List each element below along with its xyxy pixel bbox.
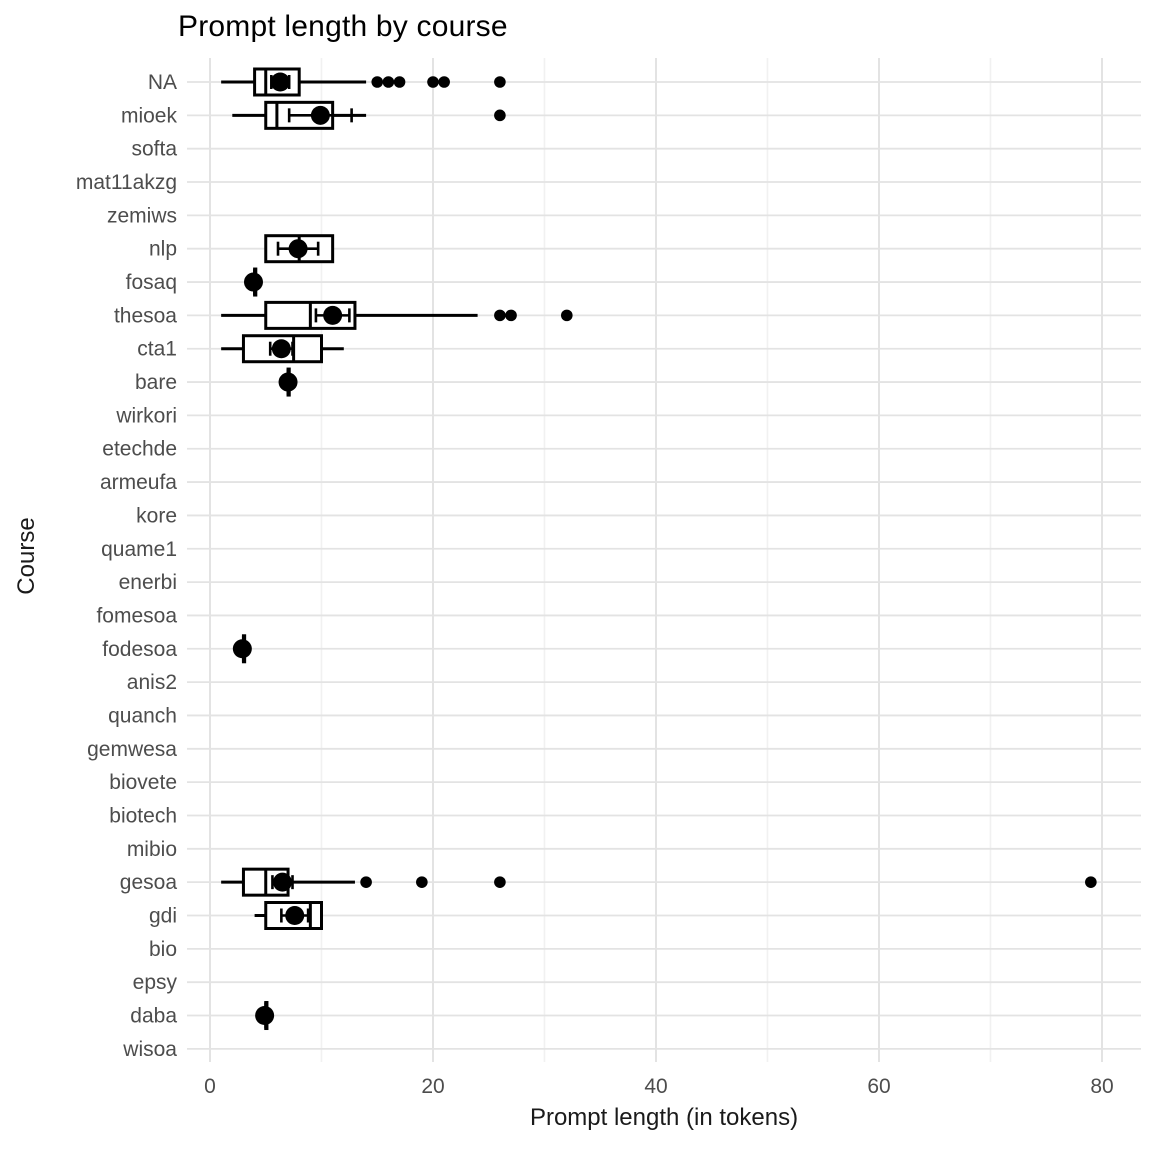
x-axis-title: Prompt length (in tokens) bbox=[529, 1104, 799, 1131]
mean-dot-thesoa bbox=[323, 305, 343, 325]
outlier-dot-NA bbox=[427, 76, 439, 88]
outlier-dot-thesoa bbox=[505, 309, 517, 322]
y-tick-label-etechde: etechde bbox=[102, 438, 177, 461]
y-tick-label-enerbi: enerbi bbox=[119, 571, 177, 594]
mean-dot-mioek bbox=[310, 105, 330, 125]
outlier-dot-mioek bbox=[494, 109, 506, 122]
outlier-dot-gesoa bbox=[494, 876, 506, 888]
y-tick-label-biotech: biotech bbox=[109, 804, 177, 827]
y-tick-label-wisoa: wisoa bbox=[122, 1038, 177, 1061]
y-tick-label-zemiws: zemiws bbox=[107, 204, 177, 227]
x-tick-label-20: 20 bbox=[421, 1075, 444, 1098]
outlier-dot-thesoa bbox=[561, 309, 573, 322]
y-tick-label-bio: bio bbox=[149, 938, 177, 961]
y-tick-label-thesoa: thesoa bbox=[114, 304, 177, 327]
y-axis-title: Course bbox=[13, 517, 40, 595]
outlier-dot-NA bbox=[393, 76, 406, 88]
y-tick-label-quame1: quame1 bbox=[101, 538, 177, 561]
y-tick-label-fosaq: fosaq bbox=[126, 271, 177, 294]
y-tick-label-quanch: quanch bbox=[108, 704, 177, 727]
mean-dot-nlp bbox=[288, 239, 308, 259]
y-tick-label-fodesoa: fodesoa bbox=[102, 638, 177, 661]
outlier-dot-NA bbox=[438, 76, 450, 88]
mean-dot-gesoa bbox=[272, 872, 292, 892]
y-tick-label-gdi: gdi bbox=[149, 905, 177, 928]
y-tick-label-mat11akzg: mat11akzg bbox=[76, 171, 177, 194]
y-tick-label-wirkori: wirkori bbox=[115, 404, 177, 427]
y-tick-label-daba: daba bbox=[130, 1005, 177, 1028]
outlier-dot-NA bbox=[382, 76, 395, 88]
outlier-dot-gesoa bbox=[1085, 876, 1097, 888]
y-tick-label-anis2: anis2 bbox=[127, 671, 177, 694]
y-tick-label-cta1: cta1 bbox=[137, 338, 177, 361]
x-tick-label-80: 80 bbox=[1090, 1075, 1113, 1098]
outlier-dot-thesoa bbox=[494, 309, 506, 322]
mean-dot-gdi bbox=[285, 906, 305, 925]
outlier-dot-NA bbox=[494, 76, 506, 88]
y-tick-label-NA: NA bbox=[148, 71, 177, 94]
outlier-dot-gesoa bbox=[360, 876, 372, 888]
x-tick-label-60: 60 bbox=[867, 1075, 890, 1098]
y-tick-label-softa: softa bbox=[131, 138, 177, 161]
y-tick-label-nlp: nlp bbox=[149, 238, 177, 261]
y-tick-label-mibio: mibio bbox=[127, 838, 177, 861]
y-tick-label-bare: bare bbox=[135, 371, 177, 394]
mean-dot-fodesoa bbox=[232, 639, 252, 659]
y-tick-label-gemwesa: gemwesa bbox=[87, 738, 177, 761]
x-tick-label-40: 40 bbox=[644, 1075, 667, 1098]
outlier-dot-gesoa bbox=[416, 876, 428, 888]
mean-dot-cta1 bbox=[271, 339, 291, 359]
y-tick-label-epsy: epsy bbox=[133, 971, 178, 994]
y-tick-label-fomesoa: fomesoa bbox=[96, 604, 177, 627]
y-tick-label-gesoa: gesoa bbox=[120, 871, 178, 894]
mean-dot-bare bbox=[278, 372, 298, 392]
y-tick-label-kore: kore bbox=[136, 504, 177, 527]
mean-dot-daba bbox=[255, 1006, 275, 1026]
y-tick-label-armeufa: armeufa bbox=[100, 471, 177, 494]
chart-title: Prompt length by course bbox=[178, 10, 508, 43]
y-tick-label-mioek: mioek bbox=[121, 104, 178, 127]
mean-dot-fosaq bbox=[243, 272, 263, 292]
x-tick-label-0: 0 bbox=[204, 1075, 216, 1098]
mean-dot-NA bbox=[270, 72, 290, 92]
y-tick-label-biovete: biovete bbox=[109, 771, 177, 794]
outlier-dot-NA bbox=[371, 76, 384, 88]
